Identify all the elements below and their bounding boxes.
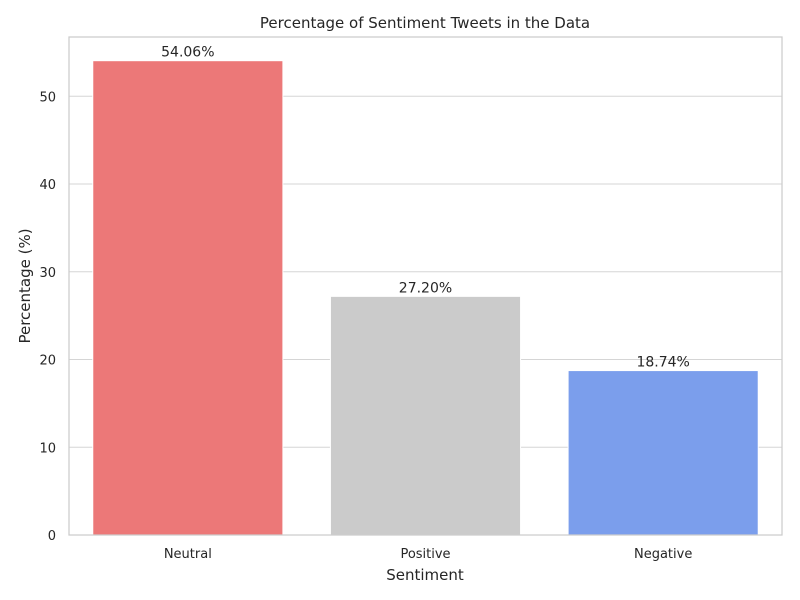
x-tick-label: Negative bbox=[634, 547, 692, 562]
data-label: 54.06% bbox=[161, 45, 214, 61]
y-tick-label: 30 bbox=[39, 266, 56, 281]
y-tick-label: 50 bbox=[39, 90, 56, 105]
x-tick-label: Neutral bbox=[164, 547, 212, 562]
x-axis-title: Sentiment bbox=[386, 566, 464, 584]
y-tick-label: 0 bbox=[48, 529, 56, 544]
chart-title: Percentage of Sentiment Tweets in the Da… bbox=[260, 14, 590, 32]
x-tick-label: Positive bbox=[400, 547, 450, 562]
y-tick-label: 20 bbox=[39, 354, 56, 369]
bars bbox=[92, 60, 759, 536]
bar-negative bbox=[567, 370, 759, 536]
y-tick-labels: 0 10 20 30 40 50 bbox=[39, 90, 56, 544]
x-tick-labels: Neutral Positive Negative bbox=[164, 547, 692, 562]
data-labels: 54.06% 27.20% 18.74% bbox=[161, 45, 690, 371]
data-label: 27.20% bbox=[399, 280, 452, 296]
y-tick-label: 40 bbox=[39, 178, 56, 193]
bar-neutral bbox=[92, 60, 284, 536]
y-axis-title: Percentage (%) bbox=[16, 228, 34, 343]
y-tick-label: 10 bbox=[39, 441, 56, 456]
bar-positive bbox=[329, 295, 522, 536]
data-label: 18.74% bbox=[636, 355, 689, 371]
plot-frame bbox=[68, 36, 783, 536]
